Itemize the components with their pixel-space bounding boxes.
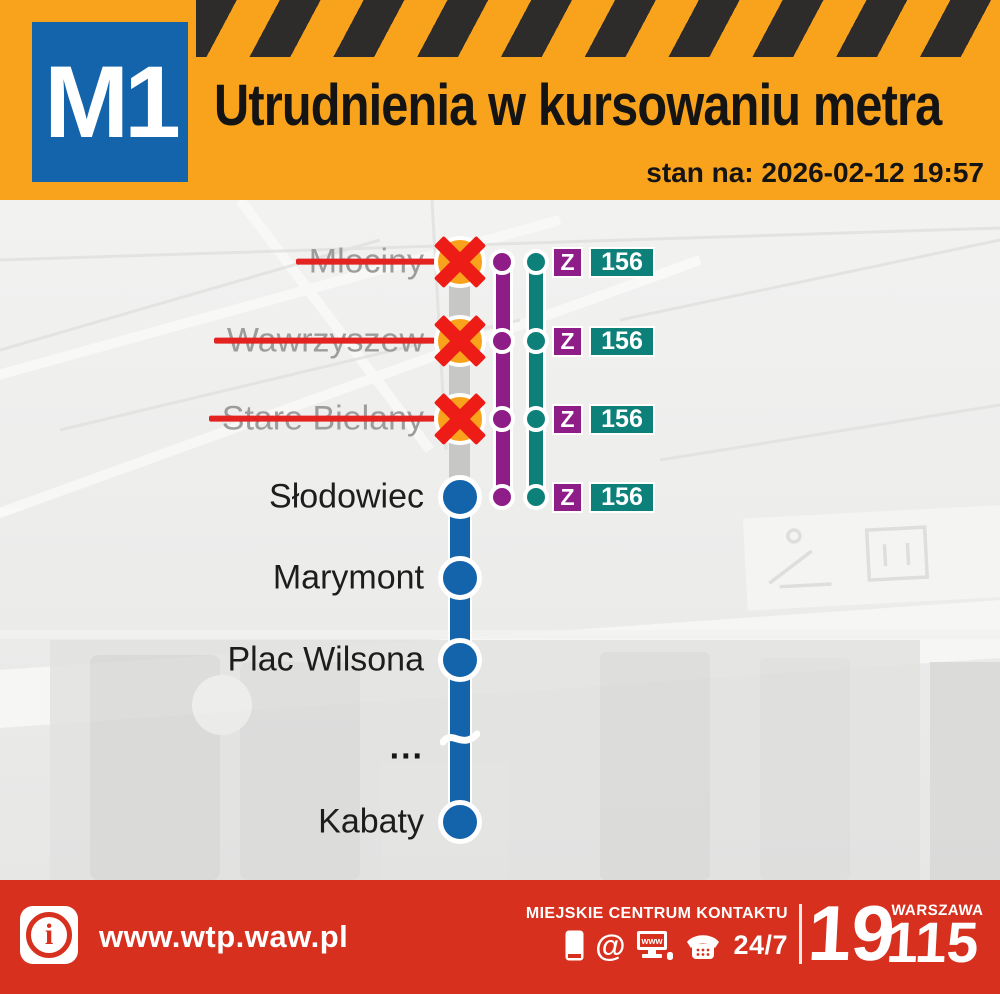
replacement-line-badge: Z (552, 247, 583, 278)
bus-stop-dot (523, 484, 549, 510)
station-label: Plac Wilsona (227, 640, 424, 679)
bus-line-badge: 156 (589, 326, 655, 357)
svg-text:www: www (641, 936, 664, 946)
replacement-line-badge: Z (552, 404, 583, 435)
page-title: Utrudnienia w kursowaniu metra (214, 73, 942, 138)
station-row-stare-bielany: Stare Bielany Z 156 (0, 392, 1000, 446)
header-banner: M1 Utrudnienia w kursowaniu metra stan n… (0, 0, 1000, 200)
bus-line (526, 262, 546, 497)
website-monitor-icon: www (637, 931, 674, 960)
status-timestamp: stan na: 2026-02-12 19:57 (646, 157, 984, 188)
station-label: Stare Bielany (208, 399, 436, 438)
replacement-stop-dot (489, 484, 515, 510)
station-row-slodowiec: Słodowiec Z 156 (0, 470, 1000, 524)
bus-stop-dot (523, 249, 549, 275)
station-label: Marymont (272, 558, 424, 597)
mobile-phone-icon (565, 930, 584, 961)
replacement-stop-dot (489, 406, 515, 432)
station-label: Młociny (295, 242, 436, 281)
bus-line-badge: 156 (589, 404, 655, 435)
replacement-line-badge: Z (552, 482, 583, 513)
station-label: Wawrzyszew (213, 321, 436, 360)
station-label: Słodowiec (269, 477, 424, 516)
line-break-squiggle (440, 730, 480, 746)
telephone-icon (687, 934, 720, 959)
station-closed-icon (433, 314, 487, 368)
contact-channel-icons: @ www 24/7 (480, 930, 788, 961)
station-label: Kabaty (318, 802, 424, 841)
station-closed-icon (433, 235, 487, 289)
station-open-marker (438, 638, 482, 682)
station-row-wawrzyszew: Wawrzyszew Z 156 (0, 314, 1000, 368)
station-row-marymont: Marymont (0, 551, 1000, 605)
email-at-icon: @ (595, 928, 626, 963)
hotline-19115-logo: 19 WARSZAWA 115 (805, 889, 995, 977)
station-open-marker (438, 475, 482, 519)
bus-line-badge: 156 (589, 482, 655, 513)
contact-center-block: MIEJSKIE CENTRUM KONTAKTU @ www (480, 905, 788, 961)
hazard-stripes (196, 0, 1000, 57)
hotline-prefix: 19 (805, 889, 898, 977)
replacement-line-badge: Z (552, 326, 583, 357)
hotline-suffix: 115 (884, 911, 981, 975)
station-row-mlociny: Młociny Z 156 (0, 235, 1000, 289)
website-url: www.wtp.waw.pl (99, 919, 349, 954)
metro-line-badge: M1 (32, 22, 188, 182)
suspended-section-line (449, 262, 470, 497)
omitted-stations-ellipsis: ... (389, 728, 424, 767)
bus-stop-dot (523, 328, 549, 354)
replacement-stop-dot (489, 328, 515, 354)
station-open-marker (438, 556, 482, 600)
footer-bar: i www.wtp.waw.pl MIEJSKIE CENTRUM KONTAK… (0, 880, 1000, 994)
station-row-plac-wilsona: Plac Wilsona (0, 633, 1000, 687)
station-open-marker (438, 800, 482, 844)
bus-stop-dot (523, 406, 549, 432)
info-icon: i (20, 906, 78, 964)
replacement-stop-dot (489, 249, 515, 275)
omitted-stations-row: ... (0, 721, 1000, 775)
station-closed-icon (433, 392, 487, 446)
station-row-kabaty: Kabaty (0, 795, 1000, 849)
availability-text: 24/7 (733, 930, 788, 960)
footer-divider (799, 904, 802, 964)
replacement-line (493, 262, 513, 497)
contact-center-label: MIEJSKIE CENTRUM KONTAKTU (525, 905, 788, 922)
bus-line-badge: 156 (589, 247, 655, 278)
